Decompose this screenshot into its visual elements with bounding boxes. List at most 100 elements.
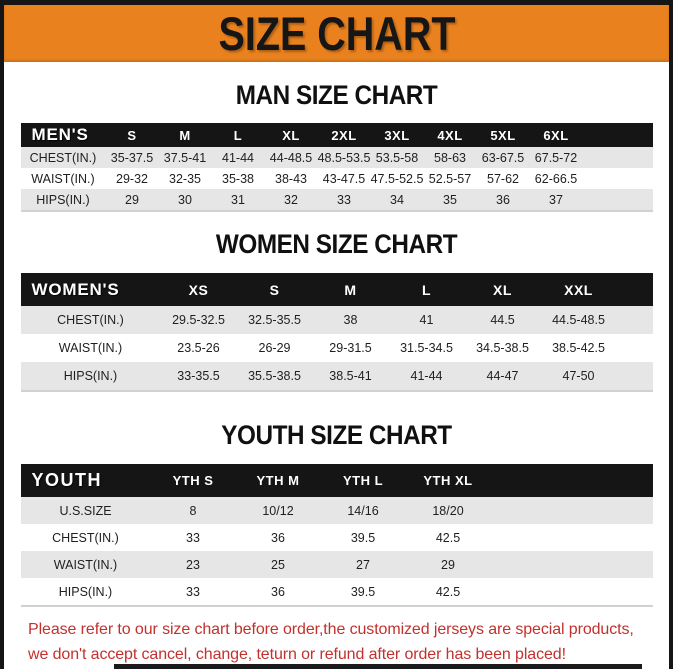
youth-cell-waist-in-yth-m: 25: [271, 557, 285, 572]
youth-cell-chest-in-yth-m: 36: [271, 530, 285, 545]
youth-size-table: YOUTH YTH S YTH M YTH L YTH XL U.S.SIZE 8 10/12…: [20, 464, 653, 605]
men-row-filler: [583, 147, 653, 168]
men-row-hips-in: HIPS(IN.) 29 30 31 32 33 34 35 36 37: [20, 189, 653, 210]
men-cell-waist-in-6xl: 62-66.5: [534, 171, 578, 186]
women-col-header-xxl: XXL: [564, 281, 593, 298]
men-cell-hips-in-m: 30: [178, 192, 192, 207]
women-cell-chest-in-m: 38: [343, 313, 358, 327]
women-row-chest-in: CHEST(IN.) 29.5-32.5 32.5-35.5 38 41 44.5 44.5…: [20, 306, 653, 334]
men-col-header-xl: XL: [282, 127, 300, 143]
women-cell-chest-in-xxl: 44.5-48.5: [552, 313, 605, 327]
women-section-title: WOMEN SIZE CHART: [215, 229, 458, 259]
youth-row-u-s-size: U.S.SIZE 8 10/12 14/16 18/20: [20, 497, 653, 524]
men-cell-chest-in-4xl: 58-63: [434, 150, 466, 165]
youth-header-filler: [491, 464, 653, 497]
men-row-waist-in: WAIST(IN.) 29-32 32-35 35-38 38-43 43-47.5 47.…: [20, 168, 653, 189]
women-col-header-s: S: [269, 281, 280, 298]
men-cell-waist-in-2xl: 43-47.5: [322, 171, 366, 186]
women-cell-chest-in-l: 41: [419, 313, 434, 327]
men-cell-chest-in-5xl: 63-67.5: [481, 150, 525, 165]
youth-col-header-yth-xl: YTH XL: [423, 473, 473, 488]
youth-cell-hips-in-yth-l: 39.5: [350, 584, 376, 599]
youth-col-header-yth-l: YTH L: [342, 473, 384, 488]
men-cell-waist-in-4xl: 52.5-57: [428, 171, 472, 186]
men-cell-chest-in-m: 37.5-41: [163, 150, 207, 165]
notice-line-2: we don't accept cancel, change, teturn o…: [28, 646, 566, 663]
size-chart-sections: MAN SIZE CHART MEN'S S M L XL 2XL 3XL 4XL 5XL 6XL C…: [4, 80, 669, 605]
youth-cell-waist-in-yth-xl: 29: [441, 557, 455, 572]
women-header-filler: [617, 273, 653, 306]
men-cell-hips-in-3xl: 34: [390, 192, 404, 207]
men-col-header-3xl: 3XL: [384, 127, 410, 143]
women-header-row: WOMEN'S XS S M L XL XXL: [20, 273, 653, 306]
youth-cell-waist-in-yth-l: 27: [356, 557, 370, 572]
men-cell-chest-in-l: 41-44: [222, 150, 254, 165]
men-row-filler: [583, 168, 653, 189]
youth-cell-hips-in-yth-xl: 42.5: [435, 584, 461, 599]
youth-row-filler: [491, 551, 653, 578]
youth-header-label: YOUTH: [31, 470, 102, 490]
women-cell-waist-in-m: 29-31.5: [329, 341, 372, 355]
women-row-filler: [617, 334, 653, 362]
men-cell-chest-in-xl: 44-48.5: [269, 150, 313, 165]
women-col-header-m: M: [344, 281, 357, 298]
youth-cell-u-s-size-yth-xl: 18/20: [432, 503, 464, 518]
size-chart-banner: SIZE CHART: [4, 5, 669, 62]
women-row-hips-in: HIPS(IN.) 33-35.5 35.5-38.5 38.5-41 41-44 44-…: [20, 362, 653, 390]
men-col-header-5xl: 5XL: [490, 127, 516, 143]
women-row-waist-in: WAIST(IN.) 23.5-26 26-29 29-31.5 31.5-34.5 34…: [20, 334, 653, 362]
women-cell-chest-in-s: 32.5-35.5: [248, 313, 301, 327]
men-cell-hips-in-5xl: 36: [496, 192, 510, 207]
men-col-header-l: L: [233, 127, 243, 143]
youth-row-label-chest-in: CHEST(IN.): [52, 530, 119, 545]
women-header-label: WOMEN'S: [31, 279, 120, 299]
youth-row-label-u-s-size: U.S.SIZE: [59, 503, 112, 518]
women-col-header-xs: XS: [188, 281, 209, 298]
youth-cell-chest-in-yth-s: 33: [186, 530, 200, 545]
men-cell-hips-in-l: 31: [231, 192, 245, 207]
order-notice: Please refer to our size chart before or…: [4, 605, 669, 667]
women-cell-hips-in-xs: 33-35.5: [177, 369, 220, 383]
youth-row-filler: [491, 524, 653, 551]
men-cell-hips-in-xl: 32: [284, 192, 298, 207]
youth-cell-u-s-size-yth-s: 8: [189, 503, 197, 518]
youth-cell-hips-in-yth-m: 36: [271, 584, 285, 599]
youth-row-hips-in: HIPS(IN.) 33 36 39.5 42.5: [20, 578, 653, 605]
youth-cell-chest-in-yth-xl: 42.5: [435, 530, 461, 545]
men-cell-hips-in-s: 29: [125, 192, 139, 207]
men-cell-chest-in-s: 35-37.5: [110, 150, 154, 165]
youth-row-filler: [491, 497, 653, 524]
women-row-filler: [617, 306, 653, 334]
youth-col-header-yth-m: YTH M: [256, 473, 300, 488]
men-col-header-4xl: 4XL: [437, 127, 463, 143]
women-cell-waist-in-xxl: 38.5-42.5: [552, 341, 605, 355]
men-row-chest-in: CHEST(IN.) 35-37.5 37.5-41 41-44 44-48.5 48.5…: [20, 147, 653, 168]
women-row-filler: [617, 362, 653, 390]
women-cell-waist-in-xl: 34.5-38.5: [476, 341, 529, 355]
youth-row-label-waist-in: WAIST(IN.): [53, 557, 118, 572]
men-row-filler: [583, 189, 653, 210]
women-cell-hips-in-m: 38.5-41: [329, 369, 372, 383]
women-row-label-hips-in: HIPS(IN.): [63, 369, 118, 383]
men-size-table: MEN'S S M L XL 2XL 3XL 4XL 5XL 6XL CHEST(IN.) 35-37…: [20, 123, 653, 210]
youth-col-header-yth-s: YTH S: [172, 473, 214, 488]
women-cell-hips-in-s: 35.5-38.5: [248, 369, 301, 383]
women-cell-waist-in-l: 31.5-34.5: [400, 341, 453, 355]
men-cell-waist-in-xl: 38-43: [275, 171, 307, 186]
women-col-header-xl: XL: [493, 281, 512, 298]
men-section-title: MAN SIZE CHART: [235, 80, 438, 110]
men-cell-waist-in-s: 29-32: [116, 171, 148, 186]
women-row-label-waist-in: WAIST(IN.): [58, 341, 123, 355]
youth-header-row: YOUTH YTH S YTH M YTH L YTH XL: [20, 464, 653, 497]
men-cell-waist-in-l: 35-38: [222, 171, 254, 186]
men-header-filler: [583, 123, 653, 147]
youth-row-label-hips-in: HIPS(IN.): [58, 584, 113, 599]
women-cell-chest-in-xl: 44.5: [490, 313, 515, 327]
women-size-table: WOMEN'S XS S M L XL XXL CHEST(IN.) 29.5-32.5 32.5…: [20, 273, 653, 390]
men-row-label-hips-in: HIPS(IN.): [36, 192, 90, 207]
men-col-header-m: M: [179, 127, 191, 143]
men-cell-waist-in-m: 32-35: [169, 171, 201, 186]
youth-row-chest-in: CHEST(IN.) 33 36 39.5 42.5: [20, 524, 653, 551]
women-cell-waist-in-xs: 23.5-26: [177, 341, 220, 355]
